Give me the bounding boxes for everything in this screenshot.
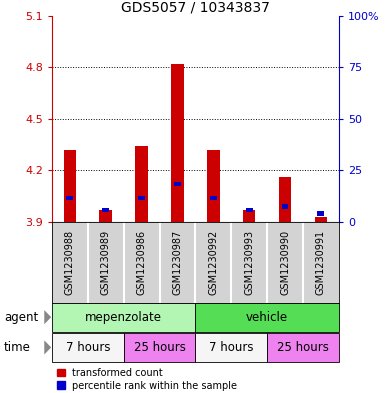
Bar	[317, 211, 324, 216]
Polygon shape	[44, 340, 51, 354]
Bar	[281, 204, 288, 209]
Text: GSM1230993: GSM1230993	[244, 230, 254, 295]
Text: GSM1230991: GSM1230991	[316, 230, 326, 295]
Bar	[67, 196, 74, 200]
Text: 25 hours: 25 hours	[134, 341, 186, 354]
Bar	[102, 208, 109, 212]
Bar	[136, 146, 148, 222]
Bar	[174, 182, 181, 186]
Bar	[195, 333, 267, 362]
Bar	[207, 150, 219, 222]
Legend: transformed count, percentile rank within the sample: transformed count, percentile rank withi…	[57, 367, 238, 391]
Bar	[52, 333, 124, 362]
Text: GSM1230990: GSM1230990	[280, 230, 290, 295]
Text: time: time	[4, 341, 31, 354]
Text: GSM1230986: GSM1230986	[137, 230, 147, 295]
Bar	[138, 196, 145, 200]
Bar	[52, 303, 195, 332]
Text: GSM1230987: GSM1230987	[172, 230, 182, 295]
Title: GDS5057 / 10343837: GDS5057 / 10343837	[121, 0, 270, 15]
Bar	[99, 210, 112, 222]
Bar	[64, 150, 76, 222]
Bar	[246, 208, 253, 212]
Text: GSM1230988: GSM1230988	[65, 230, 75, 295]
Text: mepenzolate: mepenzolate	[85, 311, 162, 324]
Bar	[195, 303, 339, 332]
Bar	[171, 64, 184, 222]
Bar	[243, 210, 255, 222]
Text: 7 hours: 7 hours	[209, 341, 253, 354]
Text: 25 hours: 25 hours	[277, 341, 329, 354]
Polygon shape	[44, 310, 51, 324]
Text: 7 hours: 7 hours	[65, 341, 110, 354]
Text: GSM1230992: GSM1230992	[208, 230, 218, 295]
Bar	[279, 177, 291, 222]
Bar	[210, 196, 217, 200]
Bar	[315, 217, 327, 222]
Text: vehicle: vehicle	[246, 311, 288, 324]
Text: GSM1230989: GSM1230989	[101, 230, 111, 295]
Text: agent: agent	[4, 310, 38, 324]
Bar	[267, 333, 339, 362]
Bar	[124, 333, 195, 362]
